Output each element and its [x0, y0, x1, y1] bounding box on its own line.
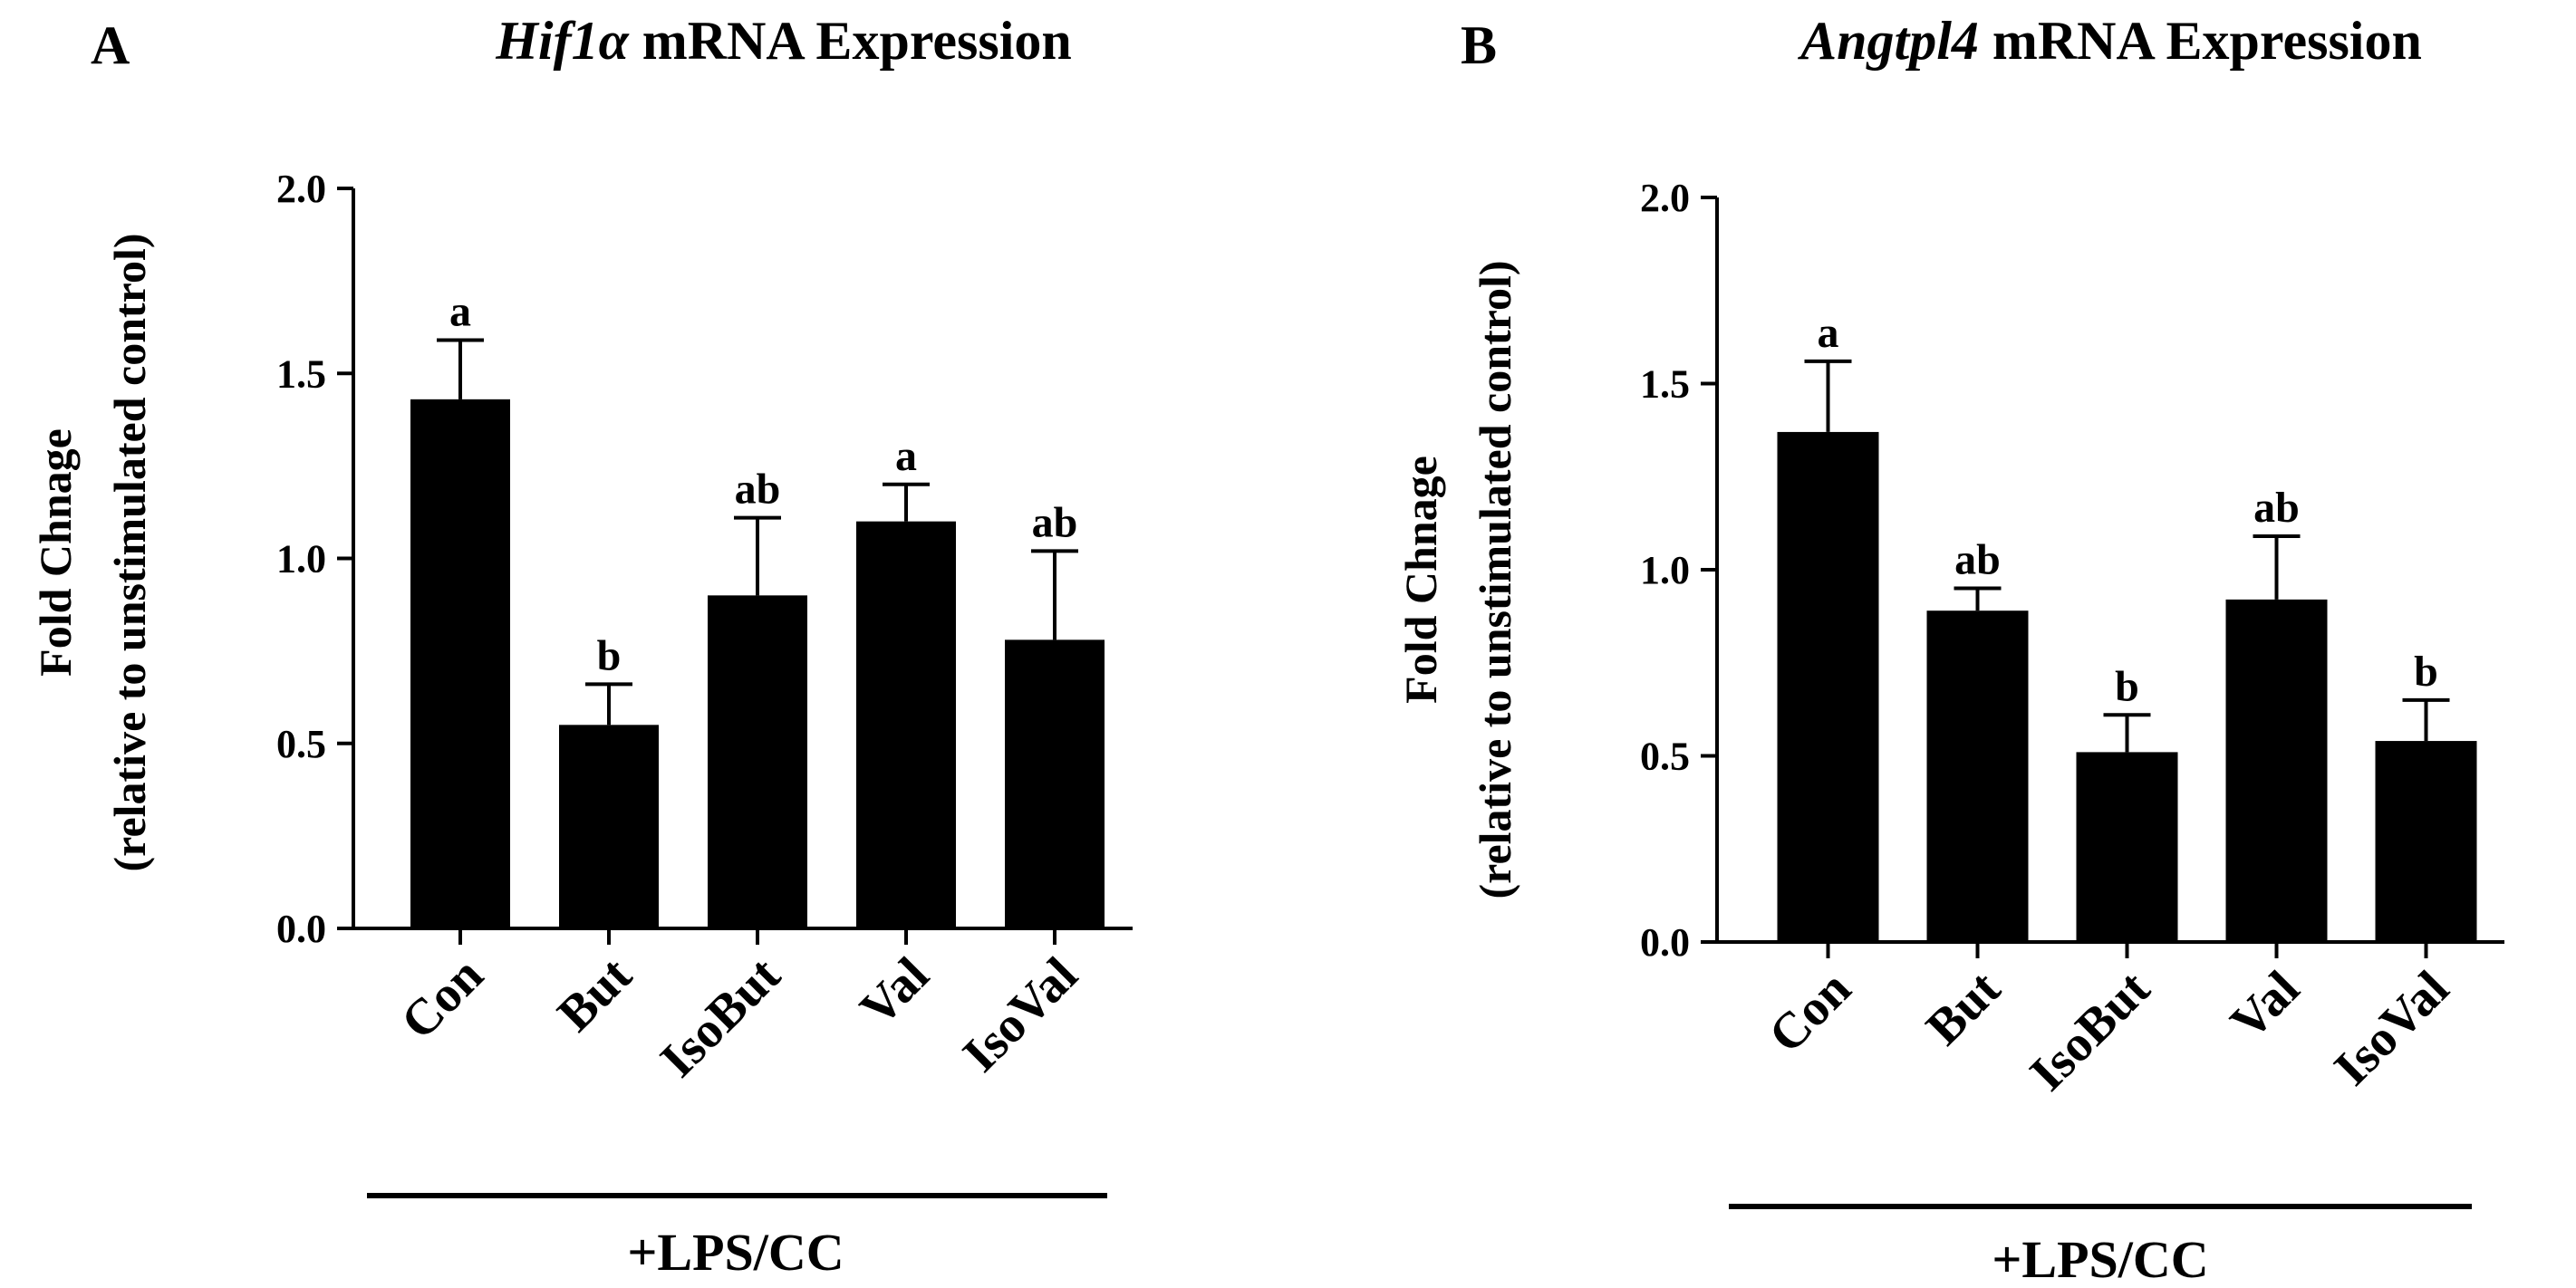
panel-b-letter: B: [1461, 15, 1497, 75]
panel-b-bar-isobut: [2076, 752, 2178, 942]
panel-b-plot: 0.0 0.5 1.0 1.5 2.0 a Con ab But b IsoBut ab Val b Iso…: [1640, 176, 2504, 1101]
panel-b-category-label: Con: [1758, 960, 1861, 1063]
panel-a-y-tick-label: 0.0: [276, 907, 326, 951]
panel-a-plot: 0.0 0.5 1.0 1.5 2.0 a Con b But ab IsoBut a Val ab Iso…: [276, 167, 1133, 1088]
panel-b-title-rest: mRNA Expression: [1979, 11, 2422, 71]
panel-a-significance-label: ab: [735, 466, 781, 514]
panel-a-category-label: IsoVal: [952, 947, 1088, 1082]
panel-a: A Hif1α mRNA Expression Fold Chnage (rel…: [30, 11, 1133, 1282]
panel-b-category-label: Val: [2220, 960, 2311, 1051]
panel-a-significance-label: b: [597, 631, 622, 679]
panel-b-significance-label: ab: [1954, 536, 2001, 584]
panel-b-y-tick-label: 1.0: [1640, 548, 1690, 592]
panel-b-y-tick-label: 0.5: [1640, 735, 1690, 779]
panel-a-category-label: Val: [850, 947, 941, 1037]
panel-a-title-rest: mRNA Expression: [629, 11, 1072, 71]
panel-b-y-tick-label: 2.0: [1640, 176, 1690, 220]
panel-a-gene: Hif1α: [495, 11, 629, 71]
panel-a-letter: A: [91, 15, 130, 75]
panel-b-category-label: IsoBut: [2020, 960, 2161, 1101]
panel-a-significance-label: a: [895, 432, 917, 480]
panel-b-bar-isoval: [2375, 741, 2477, 942]
panel-b-bar-but: [1926, 610, 2029, 942]
panel-a-significance-label: ab: [1032, 498, 1078, 546]
panel-b-significance-label: b: [2115, 662, 2139, 710]
panel-b-y-tick-label: 0.0: [1640, 920, 1690, 965]
panel-b-significance-label: a: [1818, 309, 1839, 357]
panel-b-significance-label: b: [2414, 648, 2438, 696]
panel-b-gene: Angtpl4: [1797, 11, 1979, 71]
panel-a-category-label: Con: [391, 947, 494, 1050]
panel-b-ylabel-line1: Fold Chnage: [1395, 456, 1446, 704]
panel-b-category-label: IsoVal: [2323, 960, 2459, 1096]
panel-a-ylabel-line2: (relative to unstimulated control): [104, 233, 155, 871]
panel-a-treatment-label: +LPS/CC: [627, 1223, 844, 1282]
panel-a-y-tick-label: 1.5: [276, 351, 326, 396]
panel-a-title: Hif1α mRNA Expression: [495, 11, 1071, 71]
panel-a-y-tick-label: 1.0: [276, 537, 326, 582]
panel-a-bar-isobut: [708, 595, 807, 928]
panel-b-significance-label: ab: [2253, 484, 2300, 532]
panel-b-y-tick-label: 1.5: [1640, 362, 1690, 407]
panel-b-title: Angtpl4 mRNA Expression: [1797, 11, 2422, 71]
panel-a-bar-val: [856, 521, 956, 928]
panel-b-bar-val: [2225, 599, 2328, 942]
panel-b: B Angtpl4 mRNA Expression Fold Chnage (r…: [1395, 11, 2504, 1288]
panel-a-y-tick-label: 0.5: [276, 722, 326, 766]
panel-a-bar-isoval: [1005, 639, 1105, 928]
panel-b-category-label: But: [1915, 960, 2012, 1056]
panel-a-bar-but: [559, 725, 659, 928]
panel-a-bar-con: [410, 399, 510, 929]
panel-a-y-tick-label: 2.0: [276, 167, 326, 211]
panel-a-category-label: But: [547, 947, 643, 1043]
panel-a-ylabel-line1: Fold Chnage: [30, 428, 81, 677]
panel-b-bar-con: [1777, 431, 1879, 942]
panel-a-significance-label: a: [449, 287, 471, 335]
panel-b-treatment-label: +LPS/CC: [1992, 1230, 2208, 1288]
panel-b-ylabel-line2: (relative to unstimulated control): [1470, 260, 1520, 899]
panel-a-category-label: IsoBut: [650, 947, 791, 1088]
